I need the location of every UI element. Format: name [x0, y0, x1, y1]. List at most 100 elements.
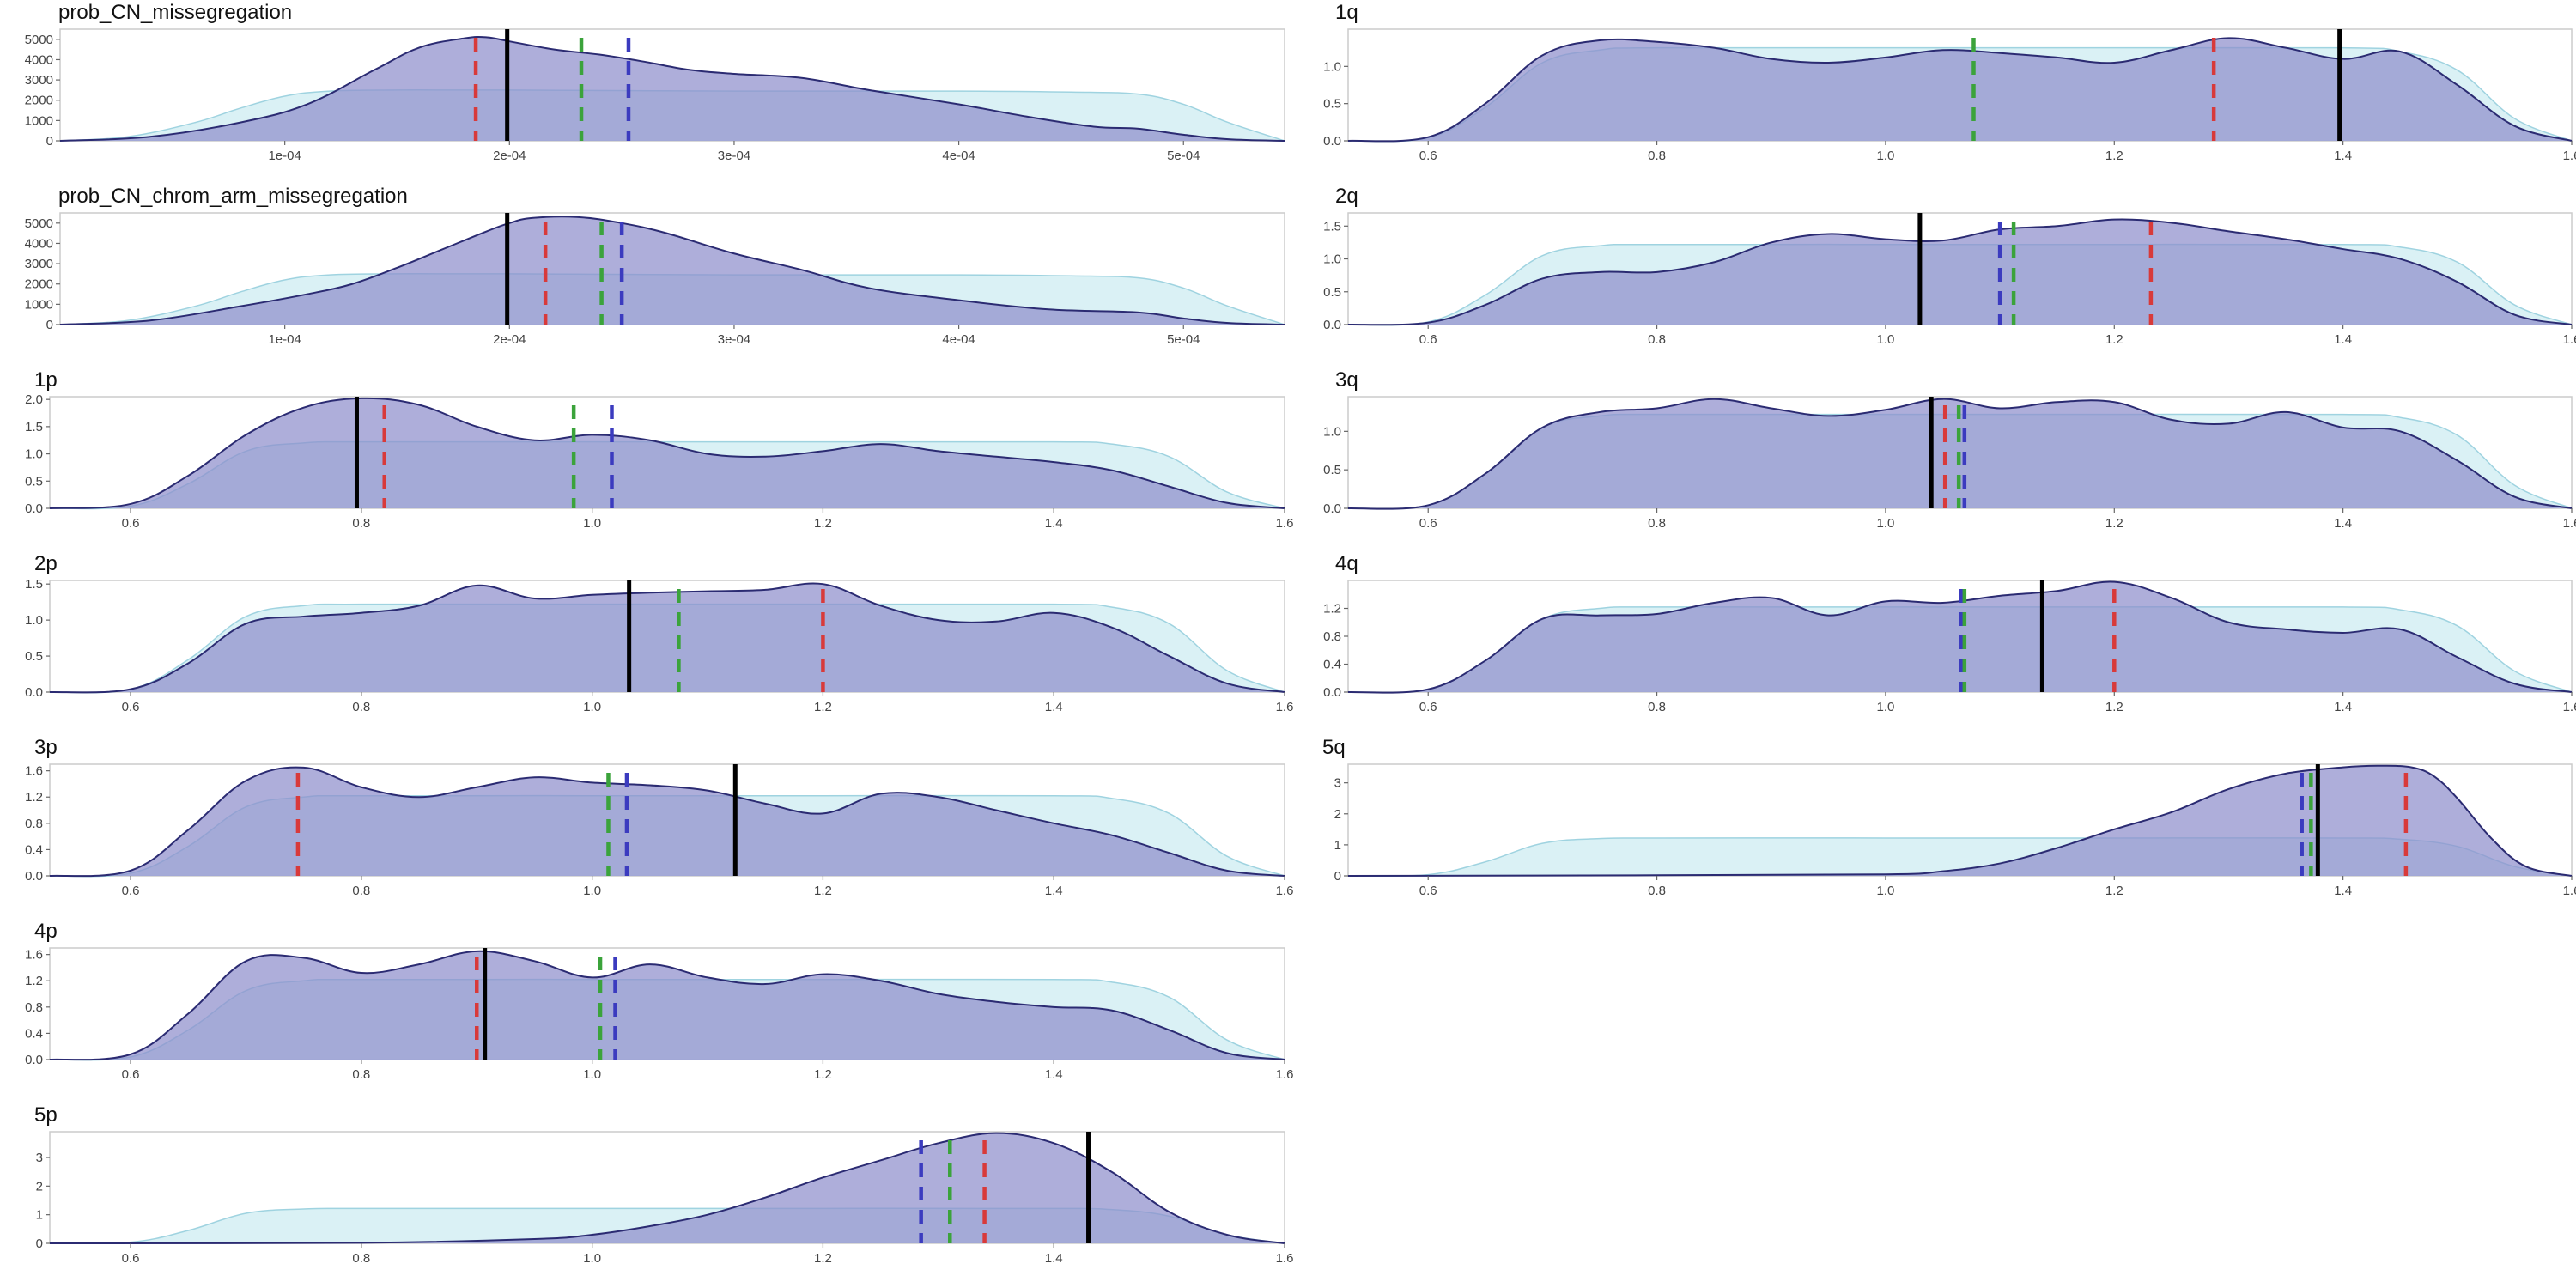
y-tick-label: 2	[1334, 807, 1341, 822]
y-tick-label: 1.2	[25, 974, 43, 988]
x-tick-label: 1.0	[1877, 884, 1895, 898]
y-tick-label: 1000	[25, 297, 53, 312]
y-tick-label: 0.8	[1323, 629, 1341, 644]
y-tick-label: 0	[36, 1236, 43, 1251]
y-tick-label: 3	[1334, 776, 1341, 791]
panel-title: prob_CN_chrom_arm_missegregation	[58, 185, 408, 208]
y-tick-label: 1.2	[1323, 602, 1341, 617]
x-tick-label: 0.6	[1419, 700, 1437, 714]
panel-3p: 3p 0.6 0.8 1.0 1.2 1.4 1.6 0.0 0.4 0.8 1.2 1.6	[25, 736, 1293, 898]
posterior-density-line	[1347, 398, 2573, 510]
x-tick-label: 1.2	[814, 1067, 832, 1082]
x-tick-label: 0.8	[352, 1251, 370, 1266]
panel-1q: 1q 0.6 0.8 1.0 1.2 1.4 1.6 0.0 0.5 1.0	[1323, 1, 2576, 163]
y-tick-label: 0.5	[1323, 97, 1341, 112]
panel-2p: 2p 0.6 0.8 1.0 1.2 1.4 1.6 0.0 0.5 1.0 1.5	[25, 552, 1293, 714]
panel-title: 2q	[1335, 185, 1358, 208]
y-tick-label: 3000	[25, 73, 53, 88]
x-tick-label: 1.2	[2105, 332, 2123, 347]
x-tick-label: 1.2	[2105, 884, 2123, 898]
x-tick-label: 0.8	[352, 1067, 370, 1082]
y-tick-label: 3000	[25, 257, 53, 271]
x-tick-label: 1.2	[814, 884, 832, 898]
panel-title: 3q	[1335, 368, 1358, 392]
y-tick-label: 4000	[25, 236, 53, 251]
posterior-density-line	[49, 582, 1285, 694]
y-tick-label: 4000	[25, 52, 53, 67]
x-tick-label: 1.0	[1877, 516, 1895, 531]
x-tick-label: 1.2	[814, 1251, 832, 1266]
y-tick-label: 1.2	[25, 790, 43, 805]
x-tick-label: 1.6	[2563, 516, 2576, 531]
x-tick-label: 2e-04	[493, 149, 526, 163]
y-tick-label: 1.0	[25, 447, 43, 462]
x-tick-label: 4e-04	[942, 149, 975, 163]
y-tick-label: 0	[46, 318, 53, 332]
x-tick-label: 1.4	[2334, 884, 2352, 898]
y-tick-label: 1000	[25, 113, 53, 128]
panel-3q: 3q 0.6 0.8 1.0 1.2 1.4 1.6 0.0 0.5 1.0	[1323, 368, 2576, 531]
panel-5p: 5p 0.6 0.8 1.0 1.2 1.4 1.6 0 1 2 3	[34, 1103, 1293, 1266]
x-tick-label: 1e-04	[268, 149, 301, 163]
x-tick-label: 0.8	[352, 884, 370, 898]
x-tick-label: 2e-04	[493, 332, 526, 347]
panel-4q: 4q 0.6 0.8 1.0 1.2 1.4 1.6 0.0 0.4 0.8 1.2	[1323, 552, 2576, 714]
posterior-density-area	[1348, 219, 2572, 325]
x-tick-label: 1.4	[1045, 1067, 1063, 1082]
x-tick-label: 0.6	[1419, 884, 1437, 898]
x-tick-label: 1.4	[2334, 332, 2352, 347]
y-tick-label: 5000	[25, 33, 53, 47]
y-tick-label: 1.5	[25, 577, 43, 592]
panel-5q: 5q 0.6 0.8 1.0 1.2 1.4 1.6 0 1 2 3	[1322, 736, 2576, 898]
x-tick-label: 0.8	[1648, 516, 1666, 531]
x-tick-label: 1.2	[814, 700, 832, 714]
x-tick-label: 1.6	[1276, 516, 1294, 531]
y-tick-label: 0.4	[25, 1026, 43, 1041]
x-tick-label: 1.4	[1045, 700, 1063, 714]
y-tick-label: 2000	[25, 94, 53, 108]
y-tick-label: 1.6	[25, 764, 43, 779]
panel-2q: 2q 0.6 0.8 1.0 1.2 1.4 1.6 0.0 0.5 1.0 1.5	[1323, 185, 2576, 347]
y-tick-label: 0.5	[1323, 463, 1341, 477]
posterior-density-line	[59, 35, 1285, 142]
y-tick-label: 2000	[25, 277, 53, 292]
x-tick-label: 1.6	[1276, 1251, 1294, 1266]
y-tick-label: 2.0	[25, 392, 43, 407]
y-tick-label: 0	[1334, 869, 1341, 884]
panel-title: 4q	[1335, 552, 1358, 575]
y-tick-label: 0.8	[25, 1000, 43, 1015]
y-tick-label: 0.5	[25, 474, 43, 489]
posterior-density-area	[60, 216, 1285, 325]
panel-title: 5p	[34, 1103, 58, 1127]
panel-title: 3p	[34, 736, 58, 759]
panel-4p: 4p 0.6 0.8 1.0 1.2 1.4 1.6 0.0 0.4 0.8 1.2 1.6	[25, 920, 1293, 1082]
x-tick-label: 0.6	[1419, 332, 1437, 347]
panel-title: prob_CN_missegregation	[58, 1, 292, 24]
x-tick-label: 1.2	[2105, 700, 2123, 714]
x-tick-label: 1.4	[1045, 1251, 1063, 1266]
y-tick-label: 0.0	[25, 501, 43, 516]
panel-1p: 1p 0.6 0.8 1.0 1.2 1.4 1.6 0.0 0.5 1.0 1.5 2.0	[25, 368, 1293, 531]
x-tick-label: 1.6	[1276, 884, 1294, 898]
y-tick-label: 1.0	[1323, 252, 1341, 267]
x-tick-label: 0.8	[1648, 332, 1666, 347]
panel-title: 1p	[34, 368, 58, 392]
x-tick-label: 0.8	[352, 516, 370, 531]
x-tick-label: 0.8	[1648, 884, 1666, 898]
posterior-density-area	[50, 951, 1285, 1060]
y-tick-label: 1	[1334, 838, 1341, 853]
y-tick-label: 0.0	[25, 1053, 43, 1067]
x-tick-label: 1.0	[1877, 149, 1895, 163]
x-tick-label: 1e-04	[268, 332, 301, 347]
posterior-density-line	[1347, 218, 2573, 326]
x-tick-label: 1.4	[2334, 149, 2352, 163]
x-tick-label: 1.6	[2563, 332, 2576, 347]
x-tick-label: 0.6	[122, 1251, 140, 1266]
y-tick-label: 0.0	[1323, 134, 1341, 149]
y-tick-label: 0.0	[1323, 685, 1341, 700]
posterior-density-area	[50, 583, 1285, 693]
y-tick-label: 1.0	[25, 613, 43, 628]
x-tick-label: 1.6	[1276, 1067, 1294, 1082]
x-tick-label: 1.6	[2563, 149, 2576, 163]
